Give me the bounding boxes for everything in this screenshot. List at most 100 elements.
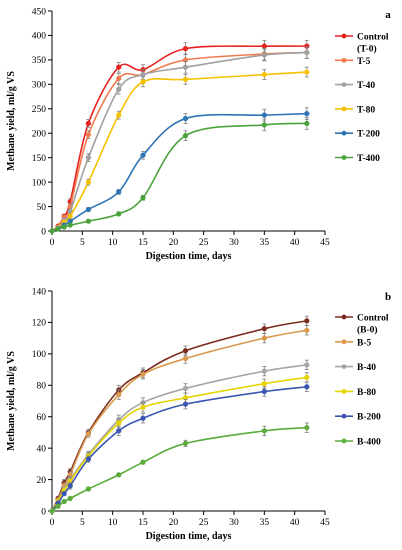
series-b-5: B-5 [49,325,372,514]
data-point [116,428,122,434]
data-point [304,384,310,390]
legend-marker [341,314,347,320]
y-tick-label: 150 [32,154,47,164]
legend-marker [341,339,347,345]
data-point [261,122,267,128]
legend-marker [341,106,347,112]
x-tick-label: 30 [229,518,239,528]
x-tick-label: 15 [138,518,148,528]
data-point [304,327,310,333]
data-point [116,112,122,118]
legend-marker [341,364,347,369]
data-point [182,355,189,362]
legend-marker [341,389,347,394]
y-tick-label: 20 [37,476,47,486]
data-point [182,385,189,392]
data-point [116,64,122,70]
data-point [304,111,310,117]
data-point [140,195,146,201]
series-line [51,122,307,232]
legend-marker [341,155,347,160]
legend-marker [341,82,347,87]
x-axis-title: Digestion time, days [146,531,232,542]
y-tick-label: 200 [32,130,47,140]
y-tick-label: 400 [32,32,47,42]
data-point [261,71,267,78]
data-point [116,86,122,92]
x-tick-label: 30 [229,238,239,248]
data-point [261,326,267,332]
data-point [61,498,67,505]
data-point [61,491,67,497]
data-point [182,348,189,354]
data-point [261,428,267,434]
data-point [85,218,92,224]
legend-marker [341,438,347,444]
legend-label: Control [357,33,389,43]
x-tick-label: 10 [108,518,118,528]
data-point [55,226,61,232]
y-tick-label: 80 [37,382,47,392]
data-point [67,213,73,219]
panel-label: b [385,291,391,303]
x-tick-label: 40 [290,238,300,248]
data-point [85,431,92,437]
x-tick-label: 15 [138,238,148,248]
legend-label: (B-0) [357,325,378,336]
x-axis-title: Digestion time, days [146,251,232,262]
data-point [116,75,122,82]
legend-label: T-40 [357,81,375,91]
data-point [140,152,146,158]
data-point [182,64,189,70]
y-tick-label: 250 [32,105,47,115]
x-tick-label: 45 [320,238,330,248]
x-tick-label: 5 [80,238,85,248]
data-point [85,456,92,462]
legend-label: T-200 [357,130,380,140]
x-tick-label: 20 [169,238,179,248]
y-tick-label: 140 [32,287,47,297]
x-tick-label: 45 [320,518,330,528]
data-point [304,69,310,75]
data-point [304,362,310,368]
data-point [67,222,73,228]
data-point [116,189,122,195]
data-point [116,392,122,398]
data-point [182,401,189,407]
data-point [304,318,310,324]
x-tick-label: 40 [290,518,300,528]
y-tick-label: 300 [32,81,47,91]
series-line [51,71,307,232]
data-point [85,179,92,185]
legend-marker [341,413,347,419]
y-tick-label: 120 [32,319,47,329]
y-tick-label: 100 [32,350,47,360]
data-point [261,112,267,118]
legend-label: B-5 [357,338,372,348]
data-point [49,228,55,234]
data-point [140,415,146,421]
data-point [182,76,189,83]
data-point [304,425,310,431]
data-point [261,368,267,374]
data-point [85,486,92,492]
legend-label: (T-0) [357,44,377,55]
x-tick-label: 0 [50,238,55,248]
y-tick-label: 50 [37,203,47,213]
series-t-400: T-400 [49,117,380,234]
legend-marker [341,33,347,39]
data-point [182,133,189,139]
data-point [261,52,267,58]
y-tick-label: 350 [32,56,47,66]
y-tick-label: 40 [37,444,47,454]
data-point [116,472,122,478]
data-point [182,45,189,52]
data-point [85,132,92,138]
x-tick-label: 5 [80,518,85,528]
data-point [67,483,73,489]
data-point [49,508,55,514]
legend-label: B-40 [357,363,376,373]
series-line [51,386,307,512]
y-tick-label: 0 [41,227,46,237]
